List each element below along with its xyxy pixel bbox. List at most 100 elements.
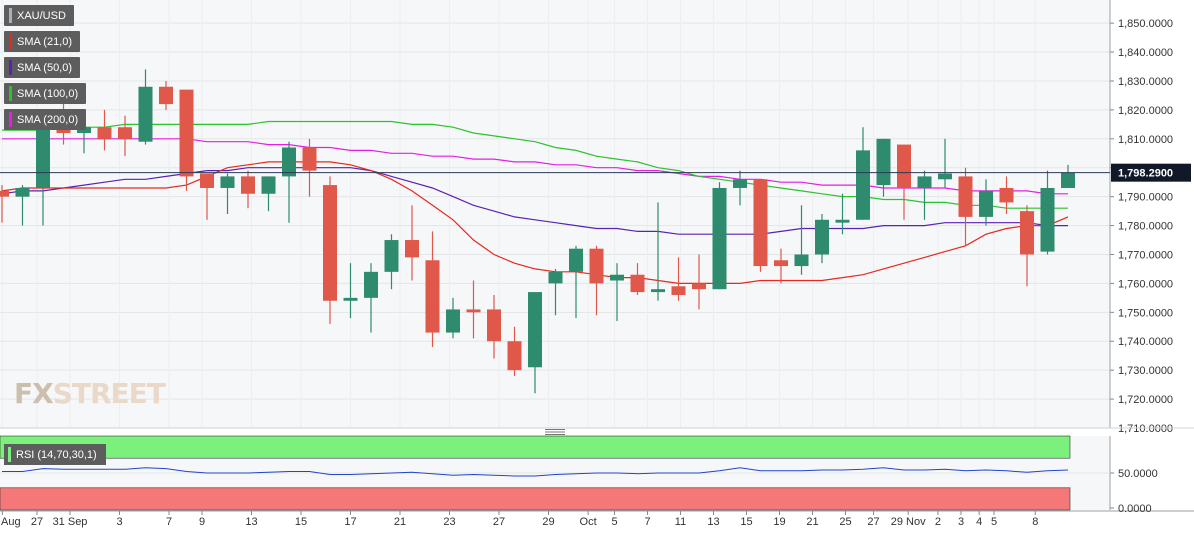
candle	[528, 292, 542, 394]
candle-body	[302, 147, 317, 171]
x-tick-label: 3	[116, 516, 122, 528]
price-y-tick-label: 1,840.0000	[1118, 47, 1173, 59]
candle-body	[897, 144, 911, 188]
candle-body	[507, 341, 522, 371]
candle	[979, 179, 993, 226]
price-pane-background	[0, 0, 1110, 428]
candle	[97, 109, 112, 151]
candle	[938, 138, 952, 188]
candle	[856, 127, 870, 220]
candle-body	[425, 260, 440, 333]
candle-body	[528, 292, 542, 368]
candle-body	[610, 274, 624, 281]
fxstreet-watermark-logo: FXSTREET	[14, 377, 166, 410]
price-y-tick-label: 1,850.0000	[1118, 18, 1173, 30]
candle-body	[958, 176, 973, 217]
x-tick-label: 31 Sep	[53, 516, 88, 528]
candle	[876, 138, 891, 197]
watermark-part-fx: FX	[14, 377, 54, 410]
price-y-tick-label: 1,710.0000	[1118, 423, 1173, 435]
candle-body	[97, 127, 112, 139]
candle	[753, 179, 768, 272]
legend-item-instrument[interactable]: XAU/USD	[4, 5, 74, 26]
candle	[282, 141, 296, 223]
candle-body	[405, 240, 419, 258]
x-tick-label: 29	[542, 516, 554, 528]
candle	[815, 214, 829, 264]
candle-body	[138, 86, 153, 142]
candle-body	[200, 173, 214, 188]
candle-body	[118, 127, 132, 139]
candle-body	[651, 289, 665, 293]
sma21-line	[1, 161, 1069, 284]
candle	[917, 170, 932, 220]
candle	[507, 326, 522, 376]
candle-body	[1020, 211, 1034, 255]
rsi-y-tick-label: 0.0000	[1118, 503, 1152, 515]
x-tick-label: 9	[199, 516, 205, 528]
x-tick-label: 23	[443, 516, 455, 528]
x-tick-label: 27	[867, 516, 879, 528]
candle	[589, 245, 604, 316]
x-tick-label: 27	[493, 516, 505, 528]
x-tick-label: 21	[806, 516, 818, 528]
candle-body	[446, 309, 460, 333]
candle-body	[1040, 187, 1055, 252]
candle-body	[487, 309, 501, 342]
legend-label-sma100: SMA (100,0)	[17, 87, 79, 100]
rsi-legend-item[interactable]: RSI (14,70,30,1)	[4, 444, 106, 465]
price-y-tick-label: 1,790.0000	[1118, 192, 1173, 204]
x-tick-label: 2	[935, 516, 941, 528]
price-y-tick-label: 1,780.0000	[1118, 221, 1173, 233]
x-tick-label: 17	[344, 516, 356, 528]
candle-body	[179, 89, 194, 177]
candle	[651, 202, 665, 301]
legend: XAU/USD SMA (21,0) SMA (50,0) SMA (100,0…	[4, 5, 87, 130]
candle	[466, 280, 481, 339]
legend-item-sma200[interactable]: SMA (200,0)	[4, 109, 87, 130]
candle	[610, 263, 624, 321]
price-y-tick-label: 1,810.0000	[1118, 134, 1173, 146]
candle-body	[753, 179, 768, 267]
x-tick-label: 15	[740, 516, 752, 528]
candle	[261, 176, 276, 212]
candle-body	[794, 254, 809, 267]
candle	[1061, 164, 1075, 188]
candle	[343, 263, 358, 319]
price-y-tick-label: 1,720.0000	[1118, 394, 1173, 406]
legend-swatch-sma200	[9, 112, 12, 127]
candle-body	[220, 176, 235, 188]
candle	[241, 170, 255, 209]
candle	[487, 294, 501, 359]
candle-body	[999, 187, 1014, 203]
last-price-label: 1,798.2900	[1118, 168, 1173, 180]
legend-label-sma200: SMA (200,0)	[17, 113, 79, 126]
legend-item-sma21[interactable]: SMA (21,0)	[4, 31, 81, 52]
x-tick-label: 27	[31, 516, 43, 528]
candle-body	[1061, 172, 1075, 188]
candle	[159, 80, 173, 110]
candle	[323, 176, 337, 324]
x-tick-label: 19	[773, 516, 785, 528]
x-tick-label: 13	[245, 516, 257, 528]
legend-item-sma100[interactable]: SMA (100,0)	[4, 83, 87, 104]
watermark-part-street: STREET	[52, 377, 166, 410]
candle	[999, 176, 1014, 214]
candle-body	[0, 190, 9, 197]
candle-body	[343, 297, 358, 301]
x-tick-label: 4	[976, 516, 982, 528]
x-tick-label: 8	[1032, 516, 1038, 528]
candle-body	[733, 179, 747, 188]
candle-body	[979, 190, 993, 217]
candle	[200, 173, 214, 220]
price-y-tick-label: 1,770.0000	[1118, 249, 1173, 261]
candle	[630, 263, 645, 295]
candle-body	[548, 271, 563, 284]
candle	[958, 167, 973, 246]
candle	[692, 254, 706, 310]
price-y-tick-label: 1,740.0000	[1118, 336, 1173, 348]
x-tick-label: 25	[839, 516, 851, 528]
candle	[446, 297, 460, 339]
legend-item-sma50[interactable]: SMA (50,0)	[4, 57, 81, 78]
